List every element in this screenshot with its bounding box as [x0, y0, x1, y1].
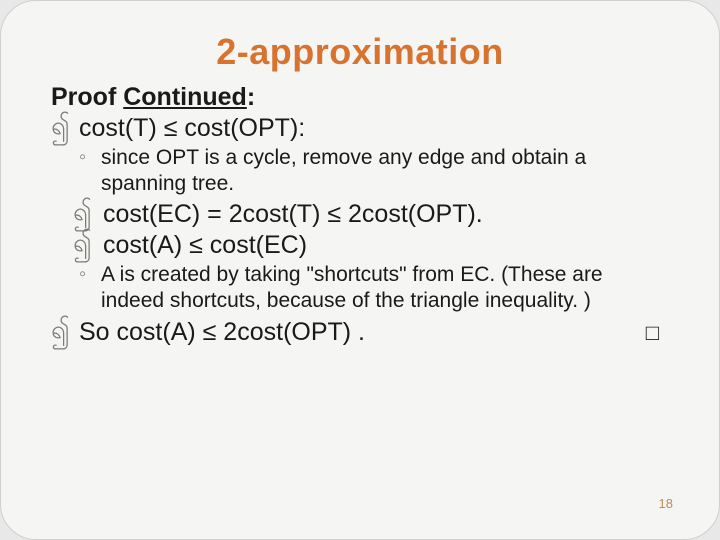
sub-text: since OPT is a cycle, remove any edge an…: [101, 146, 586, 195]
heading-suffix: :: [247, 83, 255, 111]
page-number: 18: [659, 496, 673, 511]
swirl-icon: ၍: [51, 318, 70, 343]
circ-icon: ◦: [79, 262, 86, 287]
sub-since-opt: ◦ since OPT is a cycle, remove any edge …: [51, 145, 669, 198]
bullet-text: So cost(A) ≤ 2cost(OPT) .: [79, 318, 365, 346]
slide-title: 2-approximation: [51, 31, 669, 73]
swirl-icon: ၍: [73, 200, 92, 225]
slide: 2-approximation Proof Continued: ၍ cost(…: [0, 0, 720, 540]
qed-box: □: [646, 320, 669, 346]
bullet-text: cost(T) ≤ cost(OPT):: [79, 114, 305, 142]
bullet-so: ၍ So cost(A) ≤ 2cost(OPT) .: [51, 318, 634, 347]
bullet-cost-t: ၍ cost(T) ≤ cost(OPT):: [51, 114, 669, 143]
sub-text: A is created by taking "shortcuts" from …: [101, 263, 603, 312]
bullet-text: cost(EC) = 2cost(T) ≤ 2cost(OPT).: [103, 200, 483, 228]
circ-icon: ◦: [79, 145, 86, 170]
swirl-icon: ၍: [51, 114, 70, 139]
heading-prefix: Proof: [51, 83, 123, 111]
bullet-cost-ec: ၍ cost(EC) = 2cost(T) ≤ 2cost(OPT).: [51, 200, 669, 229]
swirl-icon: ၍: [73, 231, 92, 256]
proof-heading: Proof Continued:: [51, 83, 669, 112]
bullet-cost-a: ၍ cost(A) ≤ cost(EC): [51, 231, 669, 260]
sub-shortcuts: ◦ A is created by taking "shortcuts" fro…: [51, 262, 669, 315]
bullet-text: cost(A) ≤ cost(EC): [103, 231, 307, 259]
final-row: ၍ So cost(A) ≤ 2cost(OPT) . □: [51, 316, 669, 347]
heading-underlined: Continued: [123, 83, 247, 111]
